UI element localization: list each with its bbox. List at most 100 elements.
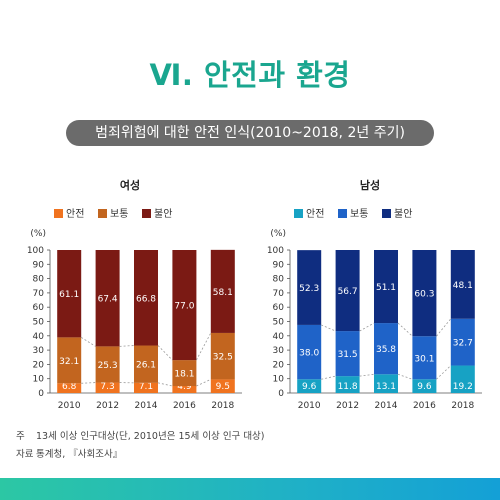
chart-male: 남성 안전 보통 불안 (%) 0 10 20 30 40 50 60 70 80 90 100 9.6 38.0… <box>250 175 490 415</box>
legend-swatch <box>142 209 151 218</box>
bar-data-label: 32.7 <box>453 339 473 349</box>
y-tick-label: 90 <box>33 260 45 270</box>
y-tick-label: 80 <box>33 275 45 285</box>
bar-segment <box>95 250 120 347</box>
bar-segment <box>95 382 120 393</box>
bar-segment <box>297 250 322 325</box>
source-text: 통계청, 『사회조사』 <box>36 449 123 460</box>
bar-data-label: 31.5 <box>338 350 358 360</box>
bar-segment <box>297 324 322 380</box>
bar-data-label: 13.1 <box>376 382 396 392</box>
y-tick-label: 0 <box>38 389 44 399</box>
bar-segment <box>335 331 360 377</box>
bar-segment <box>374 323 398 375</box>
note-text: 13세 이상 인구대상(단, 2010년은 15세 이상 인구 대상) <box>36 431 265 442</box>
legend-swatch <box>382 209 391 218</box>
legend-label: 안전 <box>306 208 324 220</box>
y-tick-label: 60 <box>33 303 45 313</box>
page-title: Ⅵ. 안전과 환경 <box>149 58 351 92</box>
bar-data-label: 66.8 <box>136 294 156 304</box>
series-connector-line <box>436 318 452 337</box>
bar-segment <box>172 385 197 393</box>
bar-data-label: 7.1 <box>139 382 153 392</box>
bar-segment <box>210 332 235 380</box>
y-tick-label: 30 <box>33 346 45 356</box>
bar-data-label: 52.3 <box>299 284 319 294</box>
bar-data-label: 25.3 <box>98 361 118 371</box>
bar-data-label: 9.6 <box>417 382 432 392</box>
y-tick-label: 50 <box>33 318 45 328</box>
y-tick-label: 10 <box>273 375 285 385</box>
bar-data-label: 35.8 <box>376 345 396 355</box>
chart-subtitle-bar: 범죄위험에 대한 안전 인식(2010~2018, 2년 주기) <box>66 120 434 146</box>
legend-swatch <box>98 209 107 218</box>
x-tick-label: 2012 <box>336 401 359 411</box>
y-tick-label: 50 <box>273 318 285 328</box>
legend-label: 보통 <box>350 208 368 220</box>
y-tick-label: 10 <box>33 375 45 385</box>
bar-segment <box>57 383 82 393</box>
bar-data-label: 18.1 <box>174 370 194 380</box>
y-tick-label: 100 <box>267 246 284 256</box>
bar-data-label: 19.2 <box>453 382 473 392</box>
series-connector-line <box>119 345 135 347</box>
legend-swatch <box>54 209 63 218</box>
legend-label: 보통 <box>110 208 128 220</box>
series-connector-line <box>359 373 375 377</box>
y-tick-label: 80 <box>273 275 285 285</box>
series-connector-line <box>81 382 96 384</box>
series-connector-line <box>321 375 336 380</box>
bar-segment <box>335 376 360 393</box>
footer-gradient-band <box>0 478 500 500</box>
bar-segment <box>450 365 475 393</box>
x-tick-label: 2018 <box>451 401 474 411</box>
bar-data-label: 32.1 <box>59 357 79 367</box>
series-connector-line <box>397 322 413 337</box>
bar-data-label: 48.1 <box>453 281 473 291</box>
bar-data-label: 6.8 <box>62 382 77 392</box>
bar-segment <box>450 318 475 366</box>
legend-swatch <box>294 209 303 218</box>
bar-segment <box>374 374 398 393</box>
bar-data-label: 58.1 <box>213 288 233 298</box>
bar-segment <box>172 250 197 361</box>
bar-segment <box>335 250 360 332</box>
series-connector-line <box>196 379 211 387</box>
x-tick-label: 2014 <box>375 401 398 411</box>
bar-segment <box>134 345 158 383</box>
series-connector-line <box>196 332 212 361</box>
y-tick-label: 20 <box>273 360 285 370</box>
y-tick-label: 60 <box>273 303 285 313</box>
series-connector-line <box>80 337 96 347</box>
bar-data-label: 11.8 <box>338 382 358 392</box>
series-connector-line <box>436 365 452 380</box>
bar-data-label: 9.5 <box>216 382 230 392</box>
bar-segment <box>57 337 82 384</box>
bar-segment <box>134 250 158 346</box>
y-tick-label: 20 <box>33 360 45 370</box>
chart-title: 남성 <box>360 178 380 192</box>
y-tick-label: 90 <box>273 260 285 270</box>
bar-data-label: 4.9 <box>177 382 192 392</box>
x-tick-label: 2016 <box>173 401 196 411</box>
bar-data-label: 9.6 <box>302 382 317 392</box>
bar-segment <box>412 379 437 393</box>
legend-label: 불안 <box>394 208 412 220</box>
bar-data-label: 61.1 <box>59 290 79 300</box>
legend-swatch <box>338 209 347 218</box>
bar-data-label: 60.3 <box>414 290 434 300</box>
series-connector-line <box>397 373 413 380</box>
bar-segment <box>412 336 437 380</box>
bar-segment <box>134 382 158 393</box>
x-tick-label: 2016 <box>413 401 436 411</box>
y-tick-label: 40 <box>33 332 45 342</box>
bar-data-label: 30.1 <box>414 354 434 364</box>
series-connector-line <box>321 324 336 332</box>
legend-label: 안전 <box>66 208 84 220</box>
bar-segment <box>210 249 235 333</box>
bar-data-label: 56.7 <box>338 287 358 297</box>
bar-segment <box>450 250 475 319</box>
bar-segment <box>297 379 322 393</box>
